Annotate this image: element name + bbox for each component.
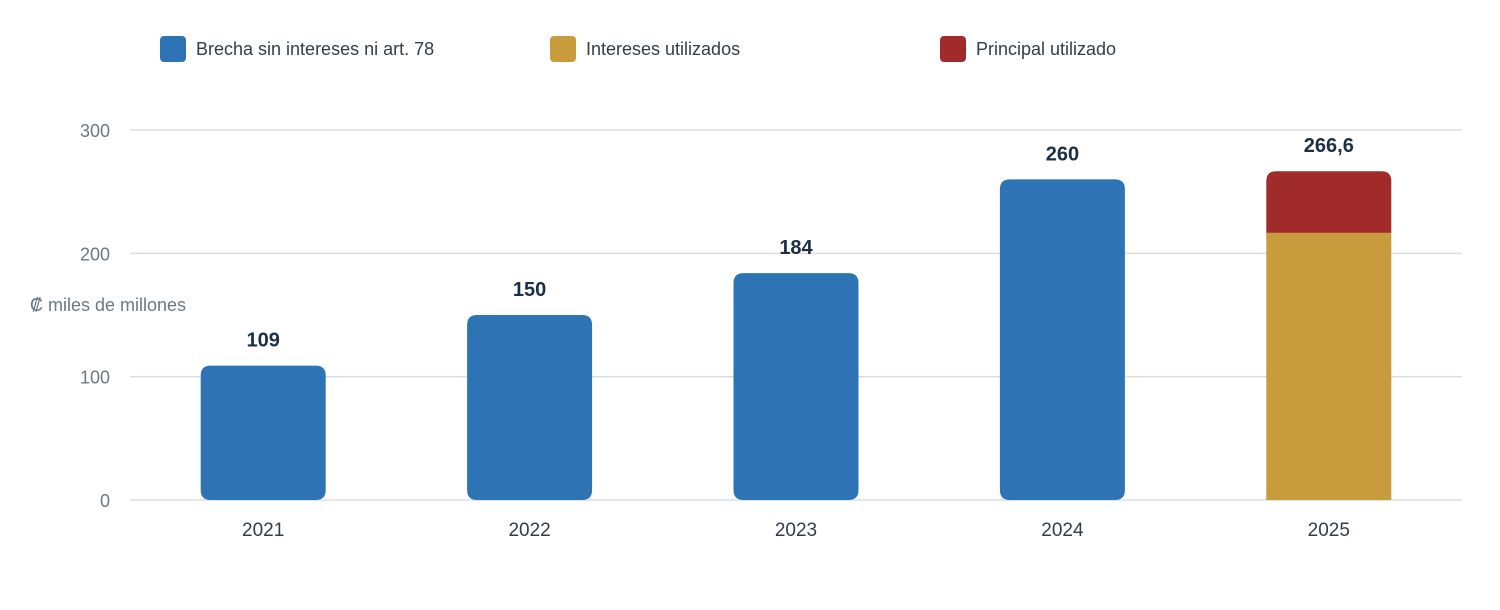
bars [200,171,1392,501]
legend-swatch-1 [160,36,186,62]
legend-label-3: Principal utilizado [976,39,1116,59]
legend-swatch-2 [550,36,576,62]
x-tick-label-2025: 2025 [1308,520,1350,541]
data-label-2024: 260 [1046,143,1079,165]
data-label-2023: 184 [779,237,813,259]
y-tick-label-200: 200 [80,244,110,264]
data-label-2022: 150 [513,279,546,301]
legend-label-2: Intereses utilizados [586,39,740,59]
y-axis-label: ₡ miles de millones [30,295,186,315]
legend: Brecha sin intereses ni art. 78 Intereses… [160,36,1116,62]
x-tick-label-2024: 2024 [1041,520,1084,541]
legend-swatch-3 [940,36,966,62]
bar-2024-series-1 [999,179,1125,501]
bar-2023-series-1 [733,273,859,500]
x-axis: 2021 2022 2023 2024 2025 [242,520,1350,541]
data-labels: 109 150 184 260 266,6 [247,135,1354,351]
data-label-2025: 266,6 [1304,135,1354,157]
x-tick-label-2023: 2023 [775,520,817,541]
x-tick-label-2021: 2021 [242,520,284,541]
y-tick-label-0: 0 [100,491,110,511]
x-tick-label-2022: 2022 [508,520,550,541]
bar-2022-series-1 [467,315,593,500]
y-axis: 0 100 200 300 [80,121,110,511]
legend-label-1: Brecha sin intereses ni art. 78 [196,39,434,59]
y-tick-label-300: 300 [80,121,110,141]
data-label-2021: 109 [247,330,280,352]
bar-2025-series-2 [1266,232,1392,501]
bar-2025-series-3 [1266,171,1392,233]
y-tick-label-100: 100 [80,368,110,388]
bar-2021-series-1 [200,365,326,500]
